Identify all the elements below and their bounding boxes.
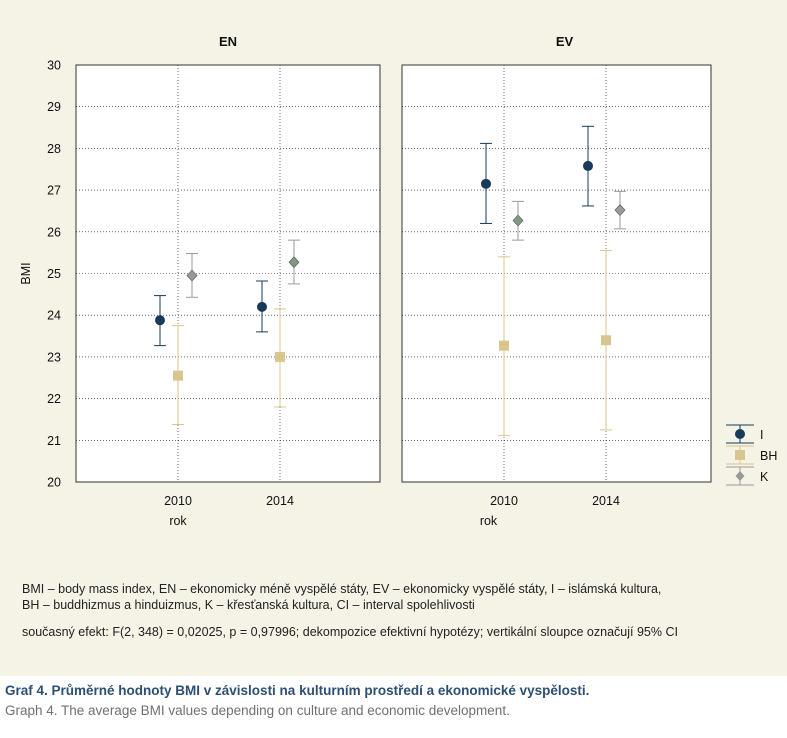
y-tick-label: 25 (47, 267, 61, 281)
panel-title: EN (219, 34, 237, 49)
y-tick-label: 28 (47, 142, 61, 156)
legend-marker-circle (735, 429, 745, 439)
bmi-chart: EN 2010 2014 rok EV 2010 2014 rok 20 21 22 23 24 25 26… (19, 34, 777, 528)
data-point-i (154, 295, 166, 347)
y-axis-label: BMI (19, 262, 33, 284)
marker-diamond (288, 256, 300, 269)
legend-label: BH (760, 449, 777, 463)
x-tick-label: 2010 (490, 494, 518, 508)
legend-item-i: I (726, 424, 763, 444)
x-tick-label: 2014 (266, 494, 294, 508)
caption-czech: Graf 4. Průměrné hodnoty BMI v závislost… (5, 683, 590, 698)
marker-circle (481, 178, 491, 189)
y-tick-label: 21 (47, 434, 61, 448)
marker-diamond (614, 204, 626, 217)
data-point-i (256, 280, 268, 333)
y-tick-label: 29 (47, 100, 61, 114)
data-point-bh (172, 325, 184, 425)
data-point-bh (274, 308, 286, 408)
data-point-bh (600, 250, 612, 431)
data-point-k (614, 190, 626, 230)
x-axis-label: rok (169, 514, 187, 528)
marker-square (601, 335, 611, 346)
y-tick-label: 24 (47, 309, 61, 323)
legend-label: I (760, 428, 763, 442)
data-point-i (582, 125, 594, 207)
plot-area-0 (75, 64, 381, 483)
marker-circle (155, 315, 165, 326)
legend-label: K (760, 470, 769, 484)
marker-square (275, 351, 285, 362)
y-tick-label: 26 (47, 225, 61, 239)
y-tick-label: 30 (47, 59, 61, 73)
data-point-k (512, 200, 524, 241)
legend-item-k: K (726, 466, 769, 486)
caption-english: Graph 4. The average BMI values dependin… (5, 703, 510, 718)
x-tick-label: 2010 (164, 494, 192, 508)
stat-note: současný efekt: F(2, 348) = 0,02025, p =… (22, 625, 678, 639)
marker-circle (583, 160, 593, 171)
marker-circle (257, 301, 267, 312)
panel-title: EV (556, 34, 574, 49)
x-tick-label: 2014 (592, 494, 620, 508)
y-tick-label: 20 (47, 476, 61, 490)
data-point-k (186, 252, 198, 298)
y-tick-label: 23 (47, 350, 61, 364)
data-point-k (288, 239, 300, 285)
legend-marker-square (735, 450, 745, 460)
data-point-bh (498, 256, 510, 436)
marker-diamond (512, 214, 524, 227)
legend-notes: BMI – body mass index, EN – ekonomicky m… (22, 581, 742, 613)
note-line-1: BMI – body mass index, EN – ekonomicky m… (22, 582, 662, 596)
y-tick-label: 22 (47, 392, 61, 406)
legend-item-bh: BH (726, 445, 777, 465)
plot-area-1 (401, 64, 712, 483)
data-point-i (480, 142, 492, 224)
x-axis-label: rok (480, 514, 498, 528)
note-line-2: BH – buddhizmus a hinduizmus, K – křesťa… (22, 598, 475, 612)
marker-diamond (186, 269, 198, 282)
y-tick-label: 27 (47, 184, 61, 198)
marker-square (499, 340, 509, 351)
legend-marker-diamond (735, 471, 745, 481)
marker-square (173, 370, 183, 381)
